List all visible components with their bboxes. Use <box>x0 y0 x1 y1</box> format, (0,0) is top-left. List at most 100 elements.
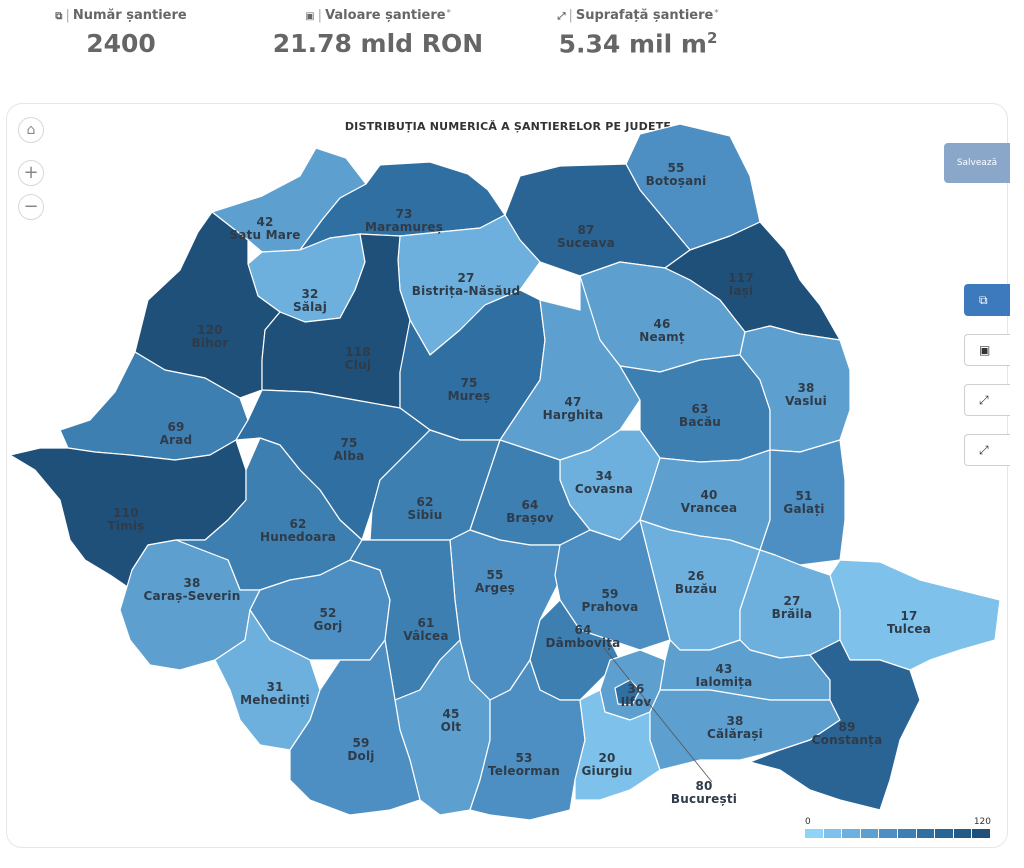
county-value-suceava: 87 <box>577 223 594 237</box>
county-value-bacau: 63 <box>691 402 708 416</box>
county-name-salaj: Sălaj <box>293 300 327 314</box>
county-name-dolj: Dolj <box>347 749 374 763</box>
county-name-vaslui: Vaslui <box>785 394 827 408</box>
minus-icon: − <box>23 196 39 217</box>
area-icon: ⤢ <box>557 11 566 22</box>
county-value-covasna: 34 <box>595 469 612 483</box>
county-name-olt: Olt <box>441 720 462 734</box>
county-name-alba: Alba <box>334 449 365 463</box>
county-value-bistrita-nasaud: 27 <box>457 271 474 285</box>
county-value-olt: 45 <box>442 707 459 721</box>
kpi-label: ▣ | Valoare șantiere* <box>305 8 451 23</box>
county-value-constanta: 89 <box>838 720 855 734</box>
county-region-constanta[interactable] <box>749 639 921 811</box>
zoom-in-button[interactable]: + <box>18 160 44 186</box>
legend-max: 120 <box>973 817 991 827</box>
county-name-arges: Argeș <box>475 581 515 595</box>
county-value-giurgiu: 20 <box>598 751 615 765</box>
county-name-bacau: Bacău <box>679 415 721 429</box>
county-value-gorj: 52 <box>319 606 336 620</box>
county-value-timis: 110 <box>113 506 139 520</box>
county-value-maramures: 73 <box>395 207 412 221</box>
county-value-mehedinti: 31 <box>266 680 283 694</box>
bucuresti-leader-line <box>603 647 713 783</box>
metric-count-button[interactable]: ⧉ <box>964 284 1010 316</box>
county-value-iasi: 117 <box>728 271 754 285</box>
county-value-caras-severin: 38 <box>183 576 200 590</box>
county-name-caras-severin: Caraș-Severin <box>144 589 241 603</box>
county-value-valcea: 61 <box>417 616 434 630</box>
sites-icon: ⧉ <box>979 292 988 307</box>
zoom-out-button[interactable]: − <box>18 194 44 220</box>
kpi-label-text: Număr șantiere <box>72 8 187 23</box>
county-name-covasna: Covasna <box>575 482 633 496</box>
county-value-harghita: 47 <box>564 395 581 409</box>
metric-area-button[interactable]: ⤢ <box>964 384 1010 416</box>
legend-step <box>842 829 860 838</box>
save-button[interactable]: Salvează <box>944 143 1010 183</box>
metric-value-button[interactable]: ▣ <box>964 334 1010 366</box>
county-region-dolj[interactable] <box>289 639 421 816</box>
kpi-label-text: Valoare șantiere <box>325 8 446 23</box>
county-value-hunedoara: 62 <box>289 517 306 531</box>
county-value-satu-mare: 42 <box>256 215 273 229</box>
legend-step <box>916 829 935 838</box>
county-value-mures: 75 <box>460 376 477 390</box>
county-name-bihor: Bihor <box>192 336 229 350</box>
sites-icon: ⧉ <box>55 11 63 22</box>
county-name-valcea: Vâlcea <box>403 629 448 643</box>
county-name-mehedinti: Mehedinți <box>240 693 310 707</box>
color-legend: 0 120 <box>805 817 991 838</box>
legend-step <box>897 829 916 838</box>
county-value-neamt: 46 <box>653 317 670 331</box>
kpi-value: 2400 <box>86 29 156 58</box>
county-value-bucuresti: 80 <box>695 779 712 793</box>
kpi-label-text: Suprafață șantiere <box>575 8 714 23</box>
county-name-timis: Timiș <box>107 519 144 533</box>
county-name-neamt: Neamț <box>639 330 685 344</box>
county-value-calarasi: 38 <box>726 714 743 728</box>
county-value-botosani: 55 <box>667 161 684 175</box>
county-value-dolj: 59 <box>352 736 369 750</box>
legend-min: 0 <box>805 817 811 827</box>
county-value-vaslui: 38 <box>797 381 814 395</box>
county-name-ilfov: Ilfov <box>621 695 652 709</box>
county-region-bucuresti[interactable] <box>614 679 641 706</box>
county-value-braila: 27 <box>783 594 800 608</box>
county-name-ialomita: Ialomița <box>696 675 753 689</box>
kpi-value-unit: 2 <box>706 29 718 47</box>
county-value-ialomita: 43 <box>715 662 732 676</box>
legend-step <box>972 829 990 838</box>
county-name-calarasi: Călărași <box>707 727 763 741</box>
home-icon[interactable]: ⌂ <box>18 117 44 143</box>
county-name-vrancea: Vrancea <box>681 501 738 515</box>
county-value-galati: 51 <box>795 489 812 503</box>
county-name-braila: Brăila <box>772 607 813 621</box>
info-star-icon: * <box>714 8 719 17</box>
county-value-arad: 69 <box>167 420 184 434</box>
county-value-prahova: 59 <box>601 587 618 601</box>
county-name-sibiu: Sibiu <box>407 508 442 522</box>
county-name-galati: Galați <box>783 502 824 516</box>
county-value-ilfov: 36 <box>627 682 644 696</box>
county-value-buzau: 26 <box>687 569 704 583</box>
kpi-label: ⧉ | Număr șantiere <box>55 8 187 23</box>
county-value-sibiu: 62 <box>416 495 433 509</box>
county-name-harghita: Harghita <box>543 408 604 422</box>
county-value-vrancea: 40 <box>700 488 717 502</box>
legend-step <box>805 829 823 838</box>
kpi-value: 21.78 mld RON <box>272 29 484 58</box>
metric-area-alt-button[interactable]: ⤢ <box>964 434 1010 466</box>
legend-step <box>879 829 897 838</box>
county-value-arges: 55 <box>486 568 503 582</box>
county-name-hunedoara: Hunedoara <box>260 530 336 544</box>
area-icon: ⤢ <box>979 392 989 407</box>
county-value-dambovita: 64 <box>574 623 591 637</box>
plus-icon: + <box>23 162 39 183</box>
county-name-gorj: Gorj <box>314 619 343 633</box>
legend-step <box>860 829 879 838</box>
legend-step <box>935 829 953 838</box>
county-region-galati[interactable] <box>759 439 846 566</box>
legend-bar <box>805 829 991 838</box>
county-name-satu-mare: Satu Mare <box>229 228 300 242</box>
